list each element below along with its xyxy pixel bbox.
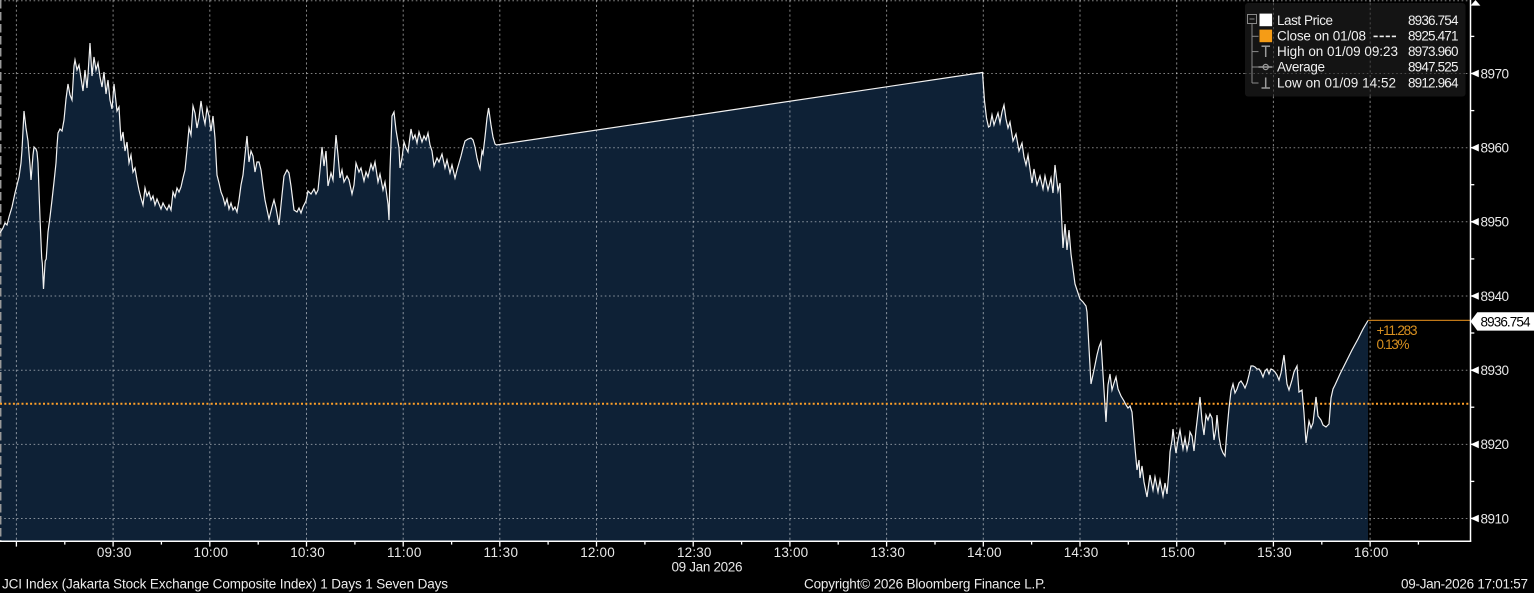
- svg-text:High on 01/09 09:23: High on 01/09 09:23: [1277, 44, 1398, 59]
- svg-text:8950: 8950: [1481, 215, 1510, 230]
- svg-text:8970: 8970: [1481, 66, 1510, 81]
- svg-text:8930: 8930: [1481, 363, 1510, 378]
- svg-text:8940: 8940: [1481, 289, 1510, 304]
- svg-text:Average: Average: [1277, 60, 1325, 75]
- svg-text:11:00: 11:00: [387, 545, 422, 560]
- svg-text:10:00: 10:00: [194, 545, 229, 560]
- svg-text:8960: 8960: [1481, 141, 1510, 156]
- svg-text:13:00: 13:00: [774, 545, 809, 560]
- svg-text:8936.754: 8936.754: [1481, 314, 1531, 329]
- svg-text:12:00: 12:00: [580, 545, 615, 560]
- svg-text:8920: 8920: [1481, 437, 1510, 452]
- svg-text:14:00: 14:00: [967, 545, 1002, 560]
- svg-text:14:30: 14:30: [1064, 545, 1099, 560]
- svg-text:8925.471: 8925.471: [1408, 29, 1459, 44]
- svg-text:+11.283: +11.283: [1377, 323, 1418, 338]
- svg-text:10:30: 10:30: [290, 545, 325, 560]
- svg-text:8947.525: 8947.525: [1408, 60, 1459, 75]
- svg-text:12:30: 12:30: [677, 545, 712, 560]
- svg-text:0.13%: 0.13%: [1377, 337, 1410, 352]
- svg-text:8910: 8910: [1481, 511, 1510, 526]
- svg-text:Close on 01/08: Close on 01/08: [1277, 29, 1366, 44]
- svg-text:11:30: 11:30: [484, 545, 519, 560]
- svg-text:15:00: 15:00: [1160, 545, 1195, 560]
- svg-text:8912.964: 8912.964: [1408, 76, 1459, 91]
- svg-text:15:30: 15:30: [1257, 545, 1292, 560]
- svg-text:09:30: 09:30: [97, 545, 132, 560]
- svg-text:Last Price: Last Price: [1277, 13, 1333, 28]
- svg-text:8936.754: 8936.754: [1408, 13, 1459, 28]
- svg-text:09-Jan-2026 17:01:57: 09-Jan-2026 17:01:57: [1401, 577, 1528, 592]
- svg-text:09 Jan 2026: 09 Jan 2026: [672, 560, 743, 575]
- svg-text:Copyright© 2026 Bloomberg Fina: Copyright© 2026 Bloomberg Finance L.P.: [804, 577, 1046, 592]
- svg-text:13:30: 13:30: [870, 545, 905, 560]
- svg-text:JCI Index (Jakarta Stock Excha: JCI Index (Jakarta Stock Exchange Compos…: [2, 577, 448, 592]
- svg-text:16:00: 16:00: [1354, 545, 1389, 560]
- svg-text:Low on 01/09 14:52: Low on 01/09 14:52: [1277, 76, 1396, 91]
- svg-text:8973.960: 8973.960: [1408, 44, 1459, 59]
